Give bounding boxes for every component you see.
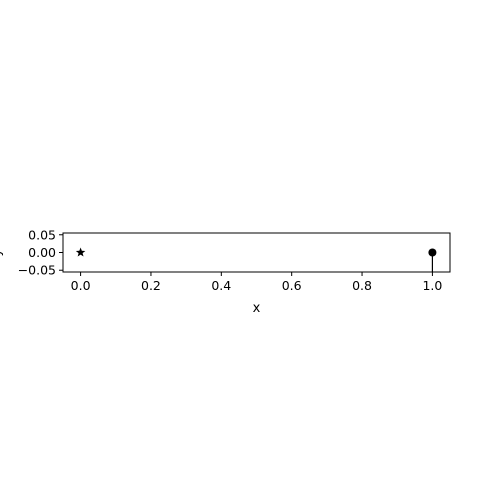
- x-axis-ticks: 0.0 0.2 0.4 0.6 0.8 1.0: [71, 272, 442, 293]
- y-tick-label: −0.05: [18, 263, 56, 278]
- y-axis-ticks: 0.05 0.00 −0.05: [18, 227, 63, 278]
- x-tick-label: 0.4: [211, 278, 231, 293]
- x-tick-label: 0.2: [141, 278, 161, 293]
- circle-marker: [428, 248, 437, 257]
- y-tick-label: 0.05: [28, 227, 56, 242]
- x-tick-label: 0.0: [71, 278, 91, 293]
- data-marks: [75, 247, 437, 272]
- x-axis-label: x: [253, 301, 261, 316]
- y-axis-label: y: [0, 248, 4, 256]
- star-marker: [75, 247, 86, 257]
- plot-area: [62, 232, 451, 273]
- x-tick-label: 1.0: [422, 278, 442, 293]
- y-tick-label: 0.00: [28, 245, 56, 260]
- x-tick-label: 0.8: [352, 278, 372, 293]
- x-tick-label: 0.6: [282, 278, 302, 293]
